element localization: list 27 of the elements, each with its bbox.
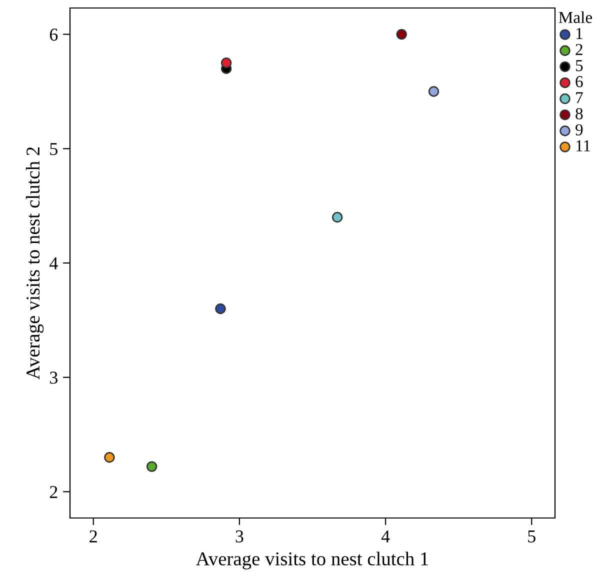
- x-tick-label: 2: [90, 530, 97, 542]
- x-tick-label: 5: [528, 530, 536, 543]
- point: [104, 452, 115, 463]
- legend-label: 11: [576, 140, 590, 152]
- point: [146, 461, 158, 472]
- point: [215, 303, 226, 314]
- legend-label: 8: [576, 108, 583, 120]
- legend-title: Male: [558, 11, 592, 24]
- legend-label: 1: [576, 28, 582, 39]
- legend-label: 9: [576, 124, 583, 136]
- legend-label: 2: [576, 44, 582, 55]
- y-tick-label: 2: [50, 486, 58, 498]
- point: [332, 212, 343, 223]
- x-axis-title: Average visits to nest clutch 1: [196, 552, 428, 570]
- y-axis-title: Average visits to nest clutch 2: [26, 147, 44, 380]
- y-tick-label: 3: [50, 372, 58, 384]
- point: [396, 28, 407, 40]
- legend-label: 6: [576, 76, 583, 88]
- legend-label: 5: [576, 60, 583, 72]
- y-tick-label: 4: [50, 257, 58, 270]
- legend-label: 7: [576, 92, 583, 104]
- x-tick-label: 4: [381, 530, 390, 542]
- x-tick-label: 3: [236, 530, 244, 543]
- y-tick-label: 5: [50, 143, 58, 156]
- point: [428, 86, 440, 97]
- y-tick-label: 6: [50, 28, 58, 41]
- point: [220, 58, 232, 68]
